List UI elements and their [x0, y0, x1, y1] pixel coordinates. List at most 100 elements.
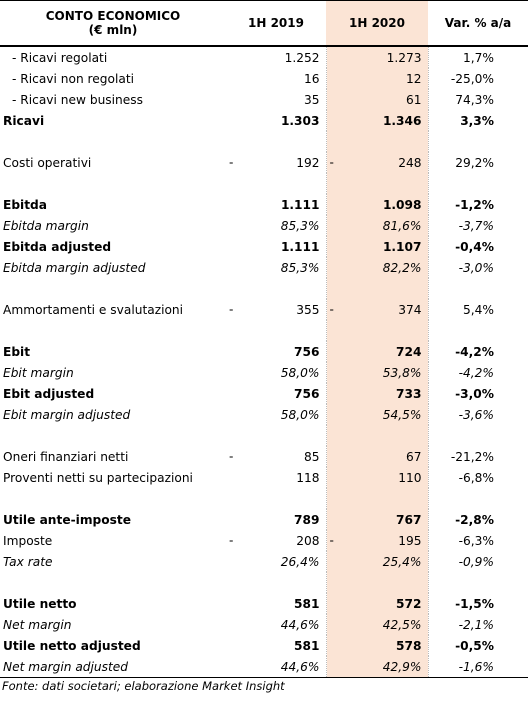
- value-var-pct: -1,6%: [428, 656, 528, 678]
- spacer-row: [0, 131, 528, 152]
- header-title-line1: CONTO ECONOMICO: [45, 9, 181, 23]
- value-var-pct: -25,0%: [450, 71, 494, 86]
- row-label: Ebitda: [3, 197, 48, 212]
- table-row: Ebitda 1.111 1.098 -1,2%: [0, 194, 528, 215]
- value-var-pct: -4,2%: [458, 365, 494, 380]
- value-1h-2020: 767: [326, 509, 429, 530]
- row-label: Ebitda adjusted: [3, 239, 112, 254]
- value-var-pct: -4,2%: [455, 344, 494, 359]
- value-var-pct: 29,2%: [455, 155, 494, 170]
- value-1h-2019: 16: [226, 68, 327, 89]
- table-row: Utile netto adjusted 581 578 -0,5%: [0, 635, 528, 656]
- value-1h-2019: 85,3%: [226, 215, 327, 236]
- value-1h-2019: 118: [226, 467, 327, 488]
- table-row: Ebitda adjusted 1.111 1.107 -0,4%: [0, 236, 528, 257]
- minus-sign: -: [229, 301, 234, 316]
- row-label: Net margin: [3, 617, 72, 632]
- table-row: - Ricavi regolati 1.252 1.273 1,7%: [0, 46, 528, 68]
- income-statement-table: CONTO ECONOMICO (€ mln) 1H 2019 1H 2020 …: [0, 0, 528, 678]
- table-row: - Ricavi non regolati 16 12 -25,0%: [0, 68, 528, 89]
- value-1h-2020: 81,6%: [326, 215, 429, 236]
- value-1h-2020: 25,4%: [326, 551, 429, 572]
- value-1h-2020: 53,8%: [326, 362, 429, 383]
- value-1h-2020: 67: [326, 446, 429, 467]
- value-1h-2020: 1.346: [326, 110, 429, 131]
- row-label: - Ricavi regolati: [12, 50, 108, 65]
- value-1h-2019: 1.111: [226, 236, 327, 257]
- value-1h-2020: 733: [326, 383, 429, 404]
- row-label: Ebitda margin adjusted: [3, 260, 146, 275]
- value-var-pct: -21,2%: [450, 449, 494, 464]
- row-label: Imposte: [3, 533, 53, 548]
- row-label: - Ricavi non regolati: [12, 71, 134, 86]
- value-1h-2019: -208: [226, 530, 327, 551]
- value-1h-2019: -85: [226, 446, 327, 467]
- value-1h-2019: 1.303: [226, 110, 327, 131]
- row-label: Oneri finanziari netti: [3, 449, 129, 464]
- value-var-pct: -3,7%: [458, 218, 494, 233]
- header-title: CONTO ECONOMICO (€ mln): [0, 0, 226, 47]
- row-label: Ebit: [3, 344, 31, 359]
- table-row: Ebit margin 58,0% 53,8% -4,2%: [0, 362, 528, 383]
- value-1h-2019: 1.252: [226, 46, 327, 68]
- table-row: Ebit adjusted 756 733 -3,0%: [0, 383, 528, 404]
- value-1h-2020: 572: [326, 593, 429, 614]
- value-var-pct: -0,4%: [455, 239, 494, 254]
- value-1h-2020: -248: [326, 152, 429, 173]
- value-1h-2020: 54,5%: [326, 404, 429, 425]
- header-var-pct: Var. % a/a: [428, 0, 528, 47]
- value-var-pct: -3,0%: [455, 386, 494, 401]
- value-var-pct: -6,8%: [458, 470, 494, 485]
- table-header-row: CONTO ECONOMICO (€ mln) 1H 2019 1H 2020 …: [0, 0, 528, 47]
- spacer-row: [0, 278, 528, 299]
- value-var-pct: -0,5%: [455, 638, 494, 653]
- row-label: Ebit margin: [3, 365, 74, 380]
- table-row: Utile netto 581 572 -1,5%: [0, 593, 528, 614]
- value-var-pct: 3,3%: [460, 113, 494, 128]
- value-var-pct: 1,7%: [463, 50, 494, 65]
- value-var-pct: -6,3%: [458, 533, 494, 548]
- value-1h-2020: -374: [326, 299, 429, 320]
- value-1h-2019: 756: [226, 341, 327, 362]
- spacer-row: [0, 572, 528, 593]
- value-1h-2019: 85,3%: [226, 257, 327, 278]
- row-label: Proventi netti su partecipazioni: [3, 470, 193, 485]
- spacer-row: [0, 173, 528, 194]
- value-var-pct: -1,2%: [455, 197, 494, 212]
- row-label: Utile netto: [3, 596, 77, 611]
- row-label: Tax rate: [3, 554, 53, 569]
- value-var-pct: -1,5%: [455, 596, 494, 611]
- value-1h-2020: 1.107: [326, 236, 429, 257]
- value-1h-2020: 82,2%: [326, 257, 429, 278]
- table-row: Tax rate 26,4% 25,4% -0,9%: [0, 551, 528, 572]
- table-row: Net margin adjusted 44,6% 42,9% -1,6%: [0, 656, 528, 678]
- value-var-pct: -0,9%: [458, 554, 494, 569]
- row-label: Ebit margin adjusted: [3, 407, 131, 422]
- value-1h-2019: 44,6%: [226, 656, 327, 678]
- minus-sign: -: [229, 154, 234, 169]
- table-row: Ebitda margin adjusted 85,3% 82,2% -3,0%: [0, 257, 528, 278]
- table-row: Ricavi 1.303 1.346 3,3%: [0, 110, 528, 131]
- minus-sign: -: [329, 301, 334, 316]
- value-1h-2019: 58,0%: [226, 362, 327, 383]
- row-label: Utile netto adjusted: [3, 638, 141, 653]
- table-row: Oneri finanziari netti -85 67 -21,2%: [0, 446, 528, 467]
- value-1h-2019: 581: [226, 635, 327, 656]
- value-1h-2020: 42,5%: [326, 614, 429, 635]
- header-1h-2020: 1H 2020: [326, 0, 428, 47]
- value-var-pct: -3,6%: [458, 407, 494, 422]
- value-1h-2020: 1.098: [326, 194, 429, 215]
- minus-sign: -: [329, 532, 334, 547]
- table-row: Proventi netti su partecipazioni 118 110…: [0, 467, 528, 488]
- row-label: Ammortamenti e svalutazioni: [3, 302, 184, 317]
- table-row: Ebit margin adjusted 58,0% 54,5% -3,6%: [0, 404, 528, 425]
- spacer-row: [0, 425, 528, 446]
- value-1h-2019: 1.111: [226, 194, 327, 215]
- value-1h-2019: -192: [226, 152, 327, 173]
- header-1h-2019: 1H 2019: [226, 0, 326, 47]
- minus-sign: -: [229, 448, 234, 463]
- value-1h-2019: 581: [226, 593, 327, 614]
- header-title-line2: (€ mln): [88, 23, 138, 37]
- value-var-pct: -2,1%: [458, 617, 494, 632]
- spacer-row: [0, 320, 528, 341]
